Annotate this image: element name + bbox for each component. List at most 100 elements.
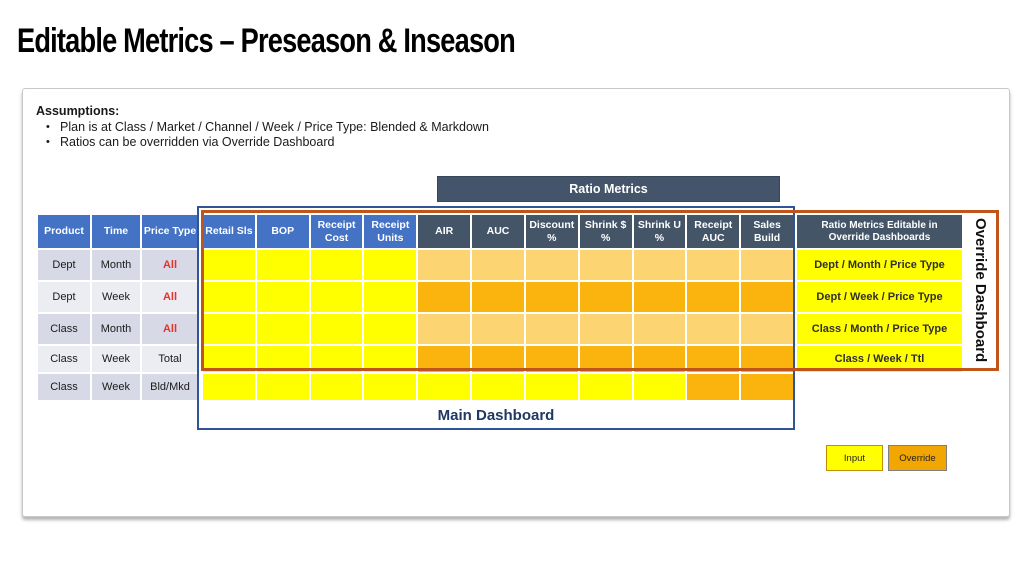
metric-cell [579, 250, 632, 280]
metric-cell [687, 282, 740, 312]
metric-cell [525, 282, 578, 312]
metric-cell [633, 250, 686, 280]
column-header-ratio-metric: Discount % [525, 215, 578, 248]
editable-override-cell: Class / Week / Ttl [797, 346, 962, 372]
legend: Input Override [826, 445, 947, 471]
legend-input-chip: Input [826, 445, 883, 471]
metric-cell [472, 374, 524, 400]
column-header-ratio-metric: AUC [472, 215, 524, 248]
column-header-ratio-metric: Sales Build [741, 215, 793, 248]
metric-cell [364, 374, 417, 400]
column-header-ratio-metric: Shrink $ % [579, 215, 632, 248]
column-header-product: Product [38, 215, 90, 248]
ratio-metrics-banner: Ratio Metrics [437, 176, 780, 202]
metric-cell [364, 282, 417, 312]
metric-cell [472, 250, 524, 280]
metric-cell [525, 346, 578, 372]
row-product: Class [38, 314, 90, 344]
editable-override-column: Ratio Metrics Editable in Override Dashb… [797, 215, 962, 400]
row-price-type: All [142, 282, 198, 312]
metric-cell [687, 374, 740, 400]
metric-cell [418, 374, 471, 400]
metric-cell [741, 346, 793, 372]
page-title: Editable Metrics – Preseason & Inseason [17, 22, 516, 60]
metric-cell [472, 314, 524, 344]
column-header-ratio-metric: Shrink U % [633, 215, 686, 248]
metrics-grid: Retail Sls BOP Receipt Cost Receipt Unit… [203, 215, 793, 400]
legend-override-chip: Override [888, 445, 947, 471]
metric-cell [418, 346, 471, 372]
metric-cell [364, 250, 417, 280]
metric-cell [741, 314, 793, 344]
metric-cell [418, 250, 471, 280]
metric-cell [256, 374, 309, 400]
metric-cell [579, 314, 632, 344]
row-product: Class [38, 346, 90, 372]
column-header-price-type: Price Type [142, 215, 198, 248]
override-dashboard-label: Override Dashboard [972, 218, 989, 363]
metric-cell [203, 314, 255, 344]
row-product: Dept [38, 250, 90, 280]
assumptions-list: Plan is at Class / Market / Channel / We… [36, 120, 489, 151]
metric-cell [256, 282, 309, 312]
row-time: Month [92, 314, 140, 344]
row-time: Week [92, 346, 140, 372]
metric-cell [256, 346, 309, 372]
assumptions-heading: Assumptions: [36, 104, 120, 118]
metric-cell [633, 282, 686, 312]
metric-cell [418, 314, 471, 344]
plan-level-table: Product Time Price Type Dept Month All D… [38, 215, 198, 400]
metric-cell [741, 282, 793, 312]
row-product: Class [38, 374, 90, 400]
metric-cell [525, 314, 578, 344]
column-header-metric: Retail Sls [203, 215, 255, 248]
metric-cell [364, 314, 417, 344]
column-header-time: Time [92, 215, 140, 248]
metric-cell [310, 346, 363, 372]
metric-cell [687, 250, 740, 280]
assumptions-block: Assumptions: Plan is at Class / Market /… [36, 104, 489, 151]
metric-cell [633, 346, 686, 372]
metric-cell [472, 282, 524, 312]
editable-override-cell: Class / Month / Price Type [797, 314, 962, 344]
column-header-metric: Receipt Units [364, 215, 417, 248]
row-time: Month [92, 250, 140, 280]
metric-cell [687, 314, 740, 344]
metric-cell [310, 250, 363, 280]
metric-cell [687, 346, 740, 372]
metric-cell [633, 374, 686, 400]
metric-cell [203, 346, 255, 372]
metric-cell [579, 374, 632, 400]
column-header-ratio-metric: AIR [418, 215, 471, 248]
assumption-item: Plan is at Class / Market / Channel / We… [44, 120, 489, 136]
metric-cell [579, 282, 632, 312]
column-header-ratio-metric: Receipt AUC [687, 215, 740, 248]
row-time: Week [92, 374, 140, 400]
editable-override-cell: Dept / Week / Price Type [797, 282, 962, 312]
metric-cell [203, 374, 255, 400]
metric-cell [525, 374, 578, 400]
column-header-metric: Receipt Cost [310, 215, 363, 248]
metric-cell [310, 282, 363, 312]
metric-cell [418, 282, 471, 312]
metric-cell [472, 346, 524, 372]
assumption-item: Ratios can be overridden via Override Da… [44, 135, 489, 151]
metric-cell [364, 346, 417, 372]
metric-cell [256, 250, 309, 280]
row-price-type: All [142, 314, 198, 344]
row-price-type: Bld/Mkd [142, 374, 198, 400]
metric-cell [310, 374, 363, 400]
row-price-type: Total [142, 346, 198, 372]
editable-override-cell: Dept / Month / Price Type [797, 250, 962, 280]
metric-cell [579, 346, 632, 372]
column-header-editable-override: Ratio Metrics Editable in Override Dashb… [797, 215, 962, 248]
row-product: Dept [38, 282, 90, 312]
metric-cell [310, 314, 363, 344]
metric-cell [741, 374, 793, 400]
column-header-metric: BOP [256, 215, 309, 248]
metric-cell [633, 314, 686, 344]
metric-cell [203, 250, 255, 280]
row-price-type: All [142, 250, 198, 280]
metric-cell [525, 250, 578, 280]
